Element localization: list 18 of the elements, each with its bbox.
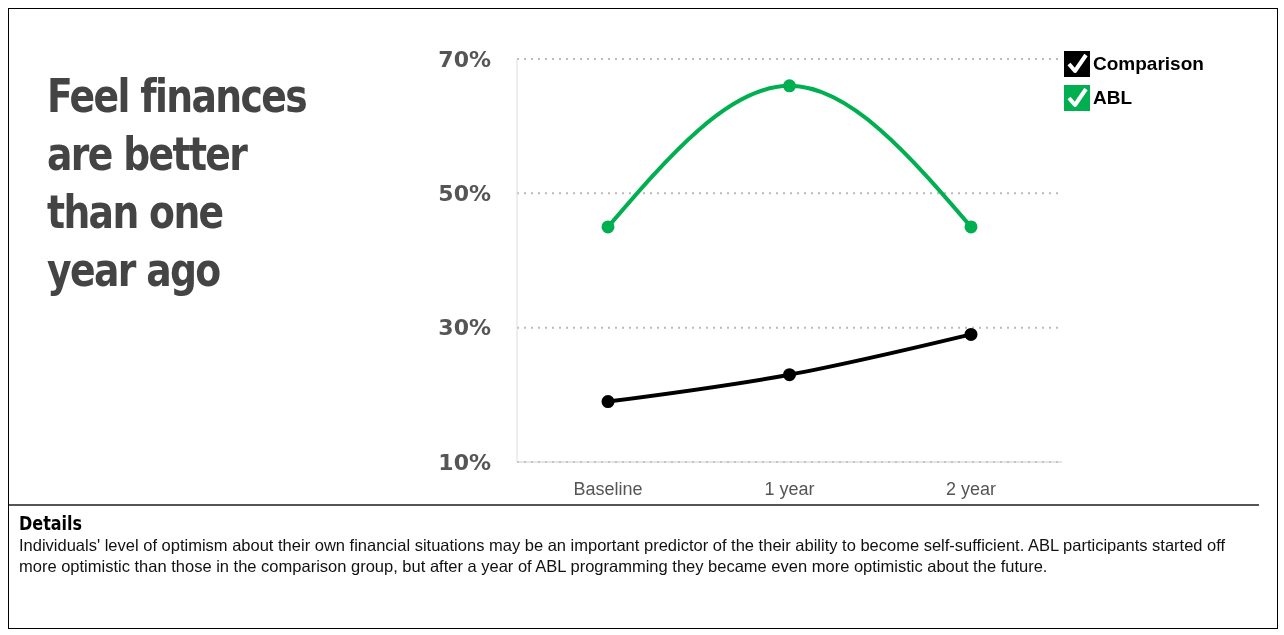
point: [601, 220, 615, 234]
point: [783, 79, 796, 93]
x-tick-label: 1 year: [764, 478, 815, 499]
y-tick-label: 50%: [438, 181, 491, 207]
text: Individuals' level of optimism about their own financial situations may be an important predictor of the their ability to become self-sufficient. ABL participants started off more optimistic than those in the comparison group, but after a year of ABL programming they became even more optimistic about the future.: [19, 535, 1227, 577]
x-tick-label: 2 year: [945, 478, 997, 499]
legend-label: Comparison: [1093, 53, 1204, 75]
y-tick-label: 70%: [438, 46, 491, 72]
legend-label: ABL: [1093, 87, 1133, 109]
text: Feel finances are better than one year ago: [47, 68, 308, 299]
x-tick-label: Baseline: [573, 478, 643, 499]
point: [964, 220, 978, 234]
y-tick-label: 30%: [438, 315, 491, 341]
point: [601, 395, 615, 409]
text: Details: [19, 511, 84, 535]
point: [783, 368, 796, 382]
y-tick-label: 10%: [438, 449, 491, 475]
point: [964, 327, 978, 341]
